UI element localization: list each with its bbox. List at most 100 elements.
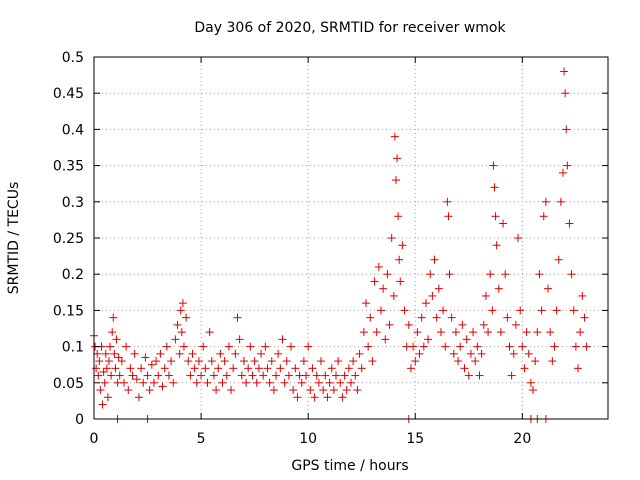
data-point [205,328,214,337]
data-point [359,328,368,337]
data-point [395,255,404,264]
data-point [454,357,463,366]
data-point [411,357,420,366]
data-point [351,371,360,380]
data-point [533,328,542,337]
x-tick-label: 20 [513,431,531,447]
data-point [130,349,139,358]
data-point [98,400,107,409]
data-point [297,378,306,387]
data-point [347,378,355,387]
data-point [214,364,223,373]
x-tick-label: 5 [197,431,206,447]
data-point [323,393,332,402]
data-point [514,234,523,242]
data-point [526,378,535,387]
data-point [137,364,146,373]
data-point [443,197,452,206]
data-point [227,386,236,395]
data-point [385,320,394,329]
data-point [477,349,486,358]
data-point [332,371,341,380]
data-point [366,313,375,322]
data-point [481,291,490,300]
data-point [353,386,362,395]
data-point [321,371,330,380]
x-tick-label: 10 [299,431,317,447]
data-point [484,328,493,337]
data-point [544,284,553,293]
data-point [531,357,540,366]
data-point [387,234,396,242]
data-point [156,349,165,358]
y-tick-label: 0 [75,412,84,428]
data-point [197,371,206,380]
data-point [509,349,518,358]
data-point [445,270,454,279]
data-point [265,378,274,387]
data-point [439,306,448,315]
data-point [552,306,561,315]
data-point [396,277,405,286]
data-point [276,364,285,373]
data-point [522,328,531,337]
y-tick-label: 0.05 [53,376,84,392]
data-point [419,342,428,351]
data-point [574,364,583,373]
data-point [426,270,435,279]
data-point [152,357,161,366]
data-point [143,371,152,380]
data-point [257,349,266,358]
data-point [175,349,184,358]
data-point [492,241,501,250]
data-point [390,132,399,141]
data-point [561,89,570,98]
data-point [160,364,169,373]
data-point [101,349,110,358]
data-point [334,357,343,366]
data-point [355,349,364,358]
data-point [280,378,289,387]
data-point [278,335,287,344]
data-point [488,306,497,315]
data-point [340,371,349,380]
data-point [284,371,293,380]
data-point [554,255,563,264]
data-point [424,335,433,344]
data-point [464,371,473,380]
data-point [456,342,465,351]
x-tick-label: 15 [406,431,424,447]
data-point [162,342,171,351]
data-point [430,255,439,264]
data-point [406,364,415,373]
data-point [491,212,500,221]
data-point [417,313,426,322]
y-tick-label: 0.25 [53,231,84,247]
data-point [93,349,102,358]
data-point [317,357,326,366]
data-point [507,371,516,380]
data-point [349,357,358,366]
chart-title: Day 306 of 2020, SRMTID for receiver wmo… [194,20,506,36]
data-point [391,176,400,185]
data-point [499,219,508,228]
data-point [231,349,240,358]
data-point [434,284,443,293]
data-point [357,364,366,373]
data-points [90,67,591,423]
data-point [394,212,403,221]
data-point [171,335,180,344]
data-point [177,328,186,337]
data-point [398,241,407,250]
data-point [147,360,156,369]
data-point [361,299,370,308]
data-point [529,386,538,395]
data-point [379,284,388,293]
data-point [212,386,221,395]
data-point [145,386,154,395]
data-point [451,328,460,337]
data-point [178,299,187,308]
data-point [370,277,379,286]
data-point [578,291,587,300]
data-point [237,371,246,380]
